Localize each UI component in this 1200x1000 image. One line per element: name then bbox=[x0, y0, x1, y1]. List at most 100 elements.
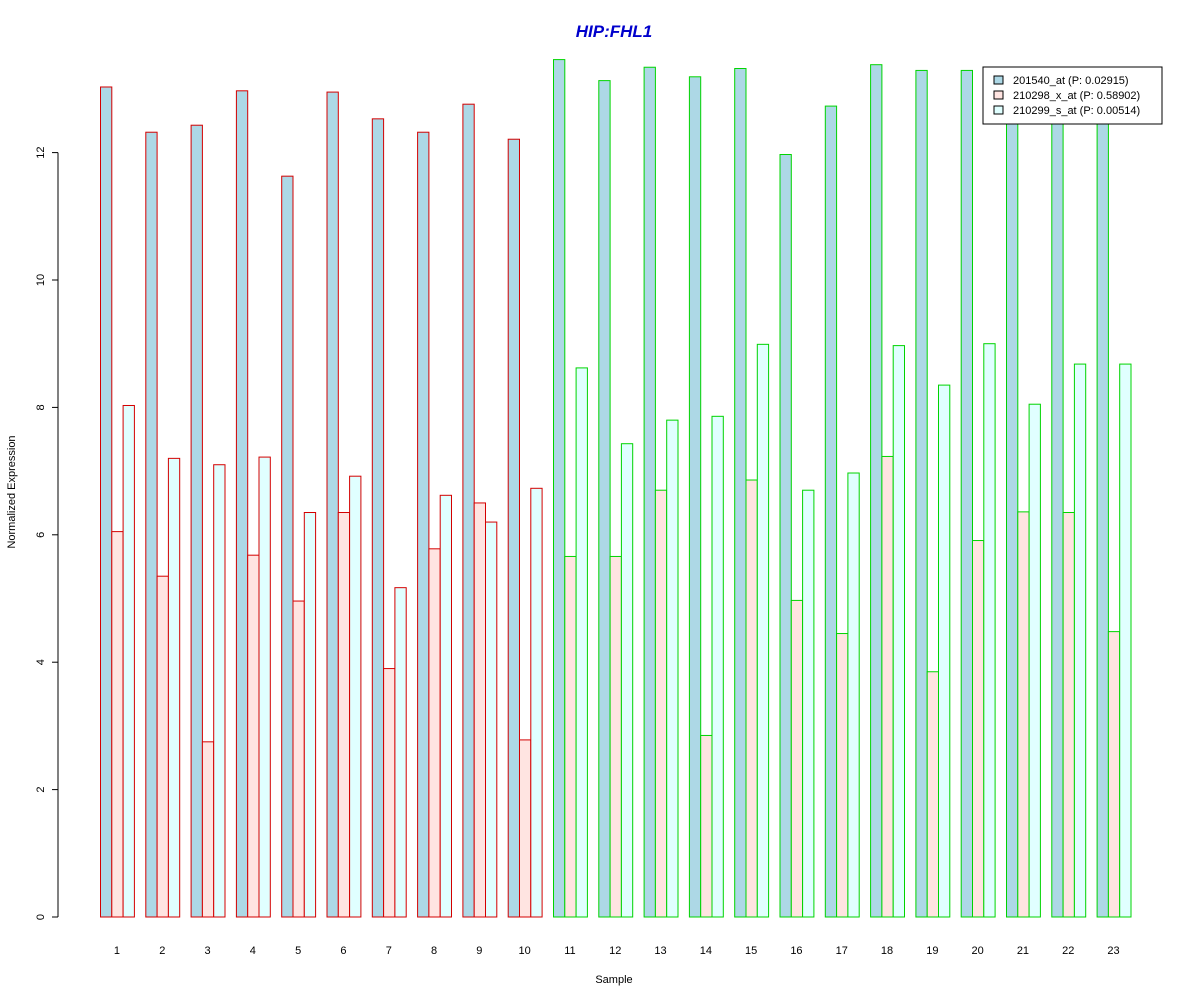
bar-sample-9-series-1 bbox=[462, 103, 475, 918]
bar-sample-12-series-1 bbox=[598, 80, 611, 918]
x-tick-label: 6 bbox=[340, 945, 346, 957]
bar-sample-15-series-1 bbox=[734, 68, 747, 918]
y-tick-label: 2 bbox=[35, 787, 47, 793]
bar-sample-1-series-3 bbox=[122, 404, 135, 918]
bar-sample-2-series-3 bbox=[167, 457, 181, 918]
bar-sample-17-series-1 bbox=[824, 105, 838, 918]
y-tick-label: 4 bbox=[35, 659, 47, 665]
bar-sample-4-series-1 bbox=[235, 90, 249, 918]
bar-sample-13-series-1 bbox=[643, 66, 656, 918]
bar-sample-2-series-1 bbox=[145, 131, 158, 918]
bars-group bbox=[100, 59, 1132, 918]
legend-label: 201540_at (P: 0.02915) bbox=[1013, 75, 1129, 87]
bar-sample-21-series-3 bbox=[1028, 403, 1041, 918]
x-tick-label: 1 bbox=[114, 945, 120, 957]
x-tick-label: 14 bbox=[700, 945, 712, 957]
bar-sample-1-series-2 bbox=[111, 531, 124, 918]
bar-sample-11-series-3 bbox=[575, 367, 588, 918]
bar-sample-4-series-2 bbox=[247, 554, 260, 918]
legend-label: 210299_s_at (P: 0.00514) bbox=[1013, 105, 1140, 117]
bar-sample-13-series-3 bbox=[666, 419, 679, 918]
x-tick-label: 11 bbox=[564, 945, 575, 957]
bar-sample-23-series-1 bbox=[1096, 104, 1109, 918]
bar-sample-4-series-3 bbox=[258, 456, 271, 918]
y-tick-label: 12 bbox=[35, 146, 47, 158]
bar-sample-2-series-2 bbox=[156, 575, 169, 918]
bar-sample-8-series-2 bbox=[428, 548, 441, 918]
x-tick-label: 16 bbox=[790, 945, 802, 957]
bar-sample-14-series-2 bbox=[700, 734, 713, 918]
bar-sample-6-series-3 bbox=[349, 475, 362, 918]
y-tick-label: 10 bbox=[35, 274, 47, 286]
x-tick-label: 10 bbox=[519, 945, 531, 957]
x-axis-label: Sample bbox=[595, 974, 632, 986]
bar-sample-16-series-1 bbox=[779, 154, 792, 918]
bar-sample-7-series-3 bbox=[394, 587, 407, 918]
bar-sample-13-series-2 bbox=[654, 489, 668, 918]
bar-sample-12-series-2 bbox=[609, 555, 622, 918]
bar-sample-7-series-1 bbox=[371, 118, 385, 918]
legend-swatch bbox=[993, 105, 1004, 115]
x-tick-labels: 1 2 3 4 5 6 7 8 9 10 11 12 13 14 15 16 17 18 19 20 21 22 23 bbox=[114, 945, 1120, 957]
x-tick-label: 18 bbox=[881, 945, 893, 957]
x-tick-label: 7 bbox=[386, 945, 392, 957]
bar-sample-9-series-2 bbox=[473, 502, 487, 918]
bar-sample-18-series-1 bbox=[870, 64, 883, 918]
bar-sample-3-series-3 bbox=[213, 464, 226, 918]
legend-box bbox=[982, 66, 1163, 125]
x-tick-label: 13 bbox=[654, 945, 666, 957]
bar-sample-3-series-2 bbox=[201, 741, 215, 918]
bar-sample-22-series-2 bbox=[1062, 512, 1075, 918]
bar-sample-19-series-1 bbox=[915, 69, 928, 918]
bar-sample-5-series-1 bbox=[281, 175, 294, 918]
legend: 201540_at (P: 0.02915) 210298_x_at (P: 0.… bbox=[982, 66, 1163, 125]
bar-sample-10-series-1 bbox=[507, 138, 521, 918]
y-tick-label: 0 bbox=[35, 914, 47, 920]
bar-sample-6-series-2 bbox=[337, 512, 351, 918]
x-tick-label: 23 bbox=[1107, 945, 1119, 957]
bar-sample-18-series-2 bbox=[881, 455, 894, 918]
bar-sample-23-series-2 bbox=[1107, 631, 1121, 918]
bar-sample-23-series-3 bbox=[1119, 363, 1132, 918]
bar-sample-20-series-2 bbox=[972, 540, 985, 918]
bar-sample-18-series-3 bbox=[892, 345, 906, 918]
legend-swatch bbox=[993, 75, 1004, 85]
bar-sample-7-series-2 bbox=[383, 668, 396, 918]
x-tick-label: 17 bbox=[836, 945, 848, 957]
y-tick-label: 8 bbox=[35, 404, 47, 410]
x-tick-label: 15 bbox=[745, 945, 757, 957]
bar-sample-15-series-3 bbox=[756, 343, 770, 918]
bar-sample-19-series-3 bbox=[938, 384, 951, 918]
bar-sample-11-series-2 bbox=[564, 555, 577, 918]
bar-sample-20-series-1 bbox=[960, 69, 974, 918]
bar-sample-11-series-1 bbox=[553, 59, 566, 918]
x-tick-label: 12 bbox=[609, 945, 621, 957]
legend-label: 210298_x_at (P: 0.58902) bbox=[1013, 90, 1140, 102]
bar-sample-14-series-3 bbox=[711, 415, 724, 918]
bar-sample-3-series-1 bbox=[190, 124, 203, 918]
bar-sample-9-series-3 bbox=[485, 521, 498, 918]
bar-sample-10-series-2 bbox=[519, 739, 532, 918]
x-tick-label: 21 bbox=[1017, 945, 1029, 957]
x-tick-label: 4 bbox=[250, 945, 256, 957]
x-tick-label: 3 bbox=[204, 945, 210, 957]
bar-sample-20-series-3 bbox=[983, 343, 996, 918]
bar-sample-15-series-2 bbox=[745, 479, 758, 918]
bar-sample-19-series-2 bbox=[926, 671, 940, 918]
bar-sample-21-series-2 bbox=[1017, 511, 1030, 918]
bar-sample-6-series-1 bbox=[326, 91, 339, 918]
chart-title: HIP:FHL1 bbox=[576, 22, 653, 41]
bar-sample-14-series-1 bbox=[688, 76, 702, 918]
x-tick-label: 2 bbox=[159, 945, 165, 957]
bar-sample-22-series-3 bbox=[1073, 363, 1087, 918]
bar-sample-17-series-3 bbox=[847, 472, 860, 918]
bar-sample-21-series-1 bbox=[1006, 107, 1019, 918]
bar-sample-22-series-1 bbox=[1051, 101, 1064, 918]
bar-sample-8-series-1 bbox=[417, 131, 430, 918]
bar-sample-10-series-3 bbox=[530, 487, 543, 918]
legend-swatch bbox=[993, 90, 1004, 100]
y-axis-label: Normalized Expression bbox=[6, 435, 18, 548]
x-tick-label: 8 bbox=[431, 945, 437, 957]
x-tick-label: 22 bbox=[1062, 945, 1074, 957]
